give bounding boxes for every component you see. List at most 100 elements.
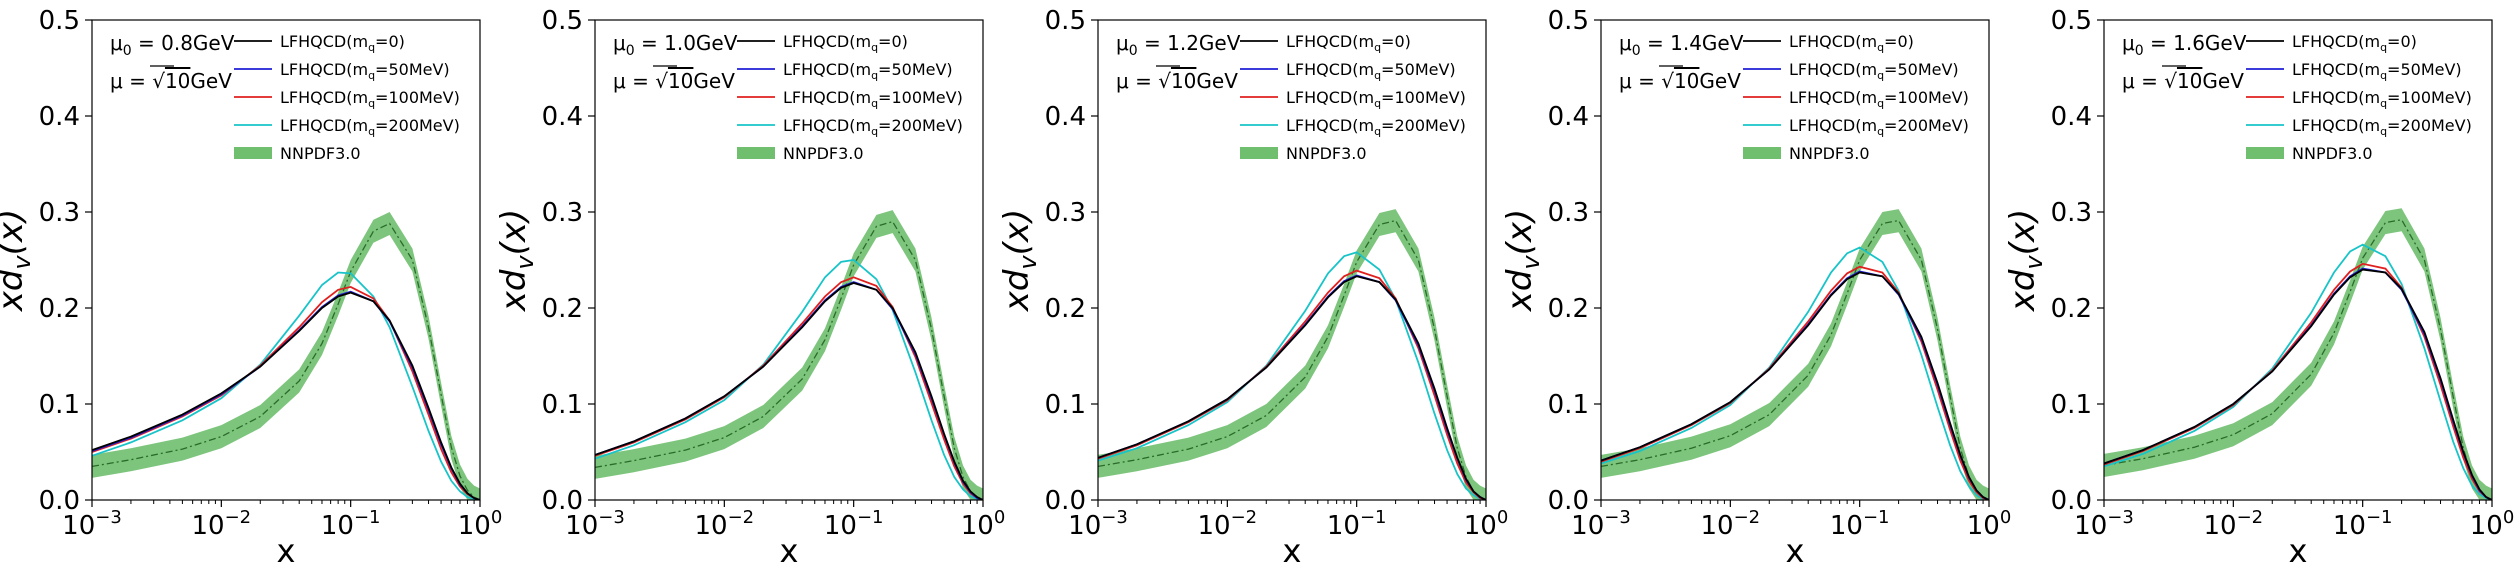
plot-frame bbox=[2103, 19, 2493, 501]
panel-4: 0.0 0.1 0.2 0.3 0.4 0.5 10−3 10−2 10−1 100 x xdv(x)… bbox=[1500, 6, 2011, 570]
y-tick-label: 0.1 bbox=[1045, 390, 1086, 420]
series-line-3 bbox=[92, 271, 480, 500]
x-tick-label: 100 bbox=[961, 507, 1006, 541]
x-tick-label: 10−3 bbox=[1068, 507, 1128, 541]
nnpdf-central-line bbox=[595, 220, 983, 500]
panel-1: 0.0 0.1 0.2 0.3 0.4 0.5 10−3 10−2 10−1 100 x xdv(x)… bbox=[0, 6, 502, 570]
legend-label: NNPDF3.0 bbox=[2292, 144, 2373, 163]
x-tick-label: 10−1 bbox=[1830, 507, 1890, 541]
y-tick-label: 0.5 bbox=[2051, 6, 2092, 36]
y-tick-label: 0.3 bbox=[542, 198, 583, 228]
legend-label: LFHQCD(mq=50MeV) bbox=[783, 60, 953, 82]
y-tick-label: 0.2 bbox=[542, 294, 583, 324]
x-axis-label: x bbox=[1283, 532, 1302, 570]
mu0-annotation: μ0 = 1.0GeV bbox=[613, 31, 738, 59]
legend-swatch-band bbox=[737, 147, 775, 159]
mu0-annotation: μ0 = 1.2GeV bbox=[1116, 31, 1241, 59]
legend-label: LFHQCD(mq=50MeV) bbox=[1789, 60, 1959, 82]
y-tick-label: 0.3 bbox=[2051, 198, 2092, 228]
legend-label: LFHQCD(mq=0) bbox=[1286, 32, 1411, 54]
y-tick-label: 0.5 bbox=[39, 6, 80, 36]
legend-label: LFHQCD(mq=200MeV) bbox=[2292, 116, 2472, 138]
legend-label: LFHQCD(mq=50MeV) bbox=[2292, 60, 2462, 82]
x-tick-label: 10−3 bbox=[62, 507, 122, 541]
y-tick-label: 0.2 bbox=[39, 294, 80, 324]
x-tick-label: 100 bbox=[1967, 507, 2012, 541]
y-tick-label: 0.1 bbox=[2051, 390, 2092, 420]
plot-frame bbox=[1097, 19, 1487, 501]
y-tick-label: 0.5 bbox=[542, 6, 583, 36]
series-line-0 bbox=[1601, 271, 1989, 500]
y-tick-label: 0.2 bbox=[1045, 294, 1086, 324]
y-axis-label: xdv(x) bbox=[1500, 209, 1545, 313]
legend-label: LFHQCD(mq=0) bbox=[1789, 32, 1914, 54]
y-tick-label: 0.2 bbox=[1548, 294, 1589, 324]
series-line-0 bbox=[595, 282, 983, 500]
nnpdf-central-line bbox=[92, 222, 480, 500]
legend-label: NNPDF3.0 bbox=[783, 144, 864, 163]
mu-annotation: μ = √10GeV bbox=[110, 69, 232, 93]
legend-label: LFHQCD(mq=50MeV) bbox=[280, 60, 450, 82]
y-tick-label: 0.3 bbox=[1548, 198, 1589, 228]
legend-label: LFHQCD(mq=200MeV) bbox=[783, 116, 963, 138]
y-tick-label: 0.1 bbox=[1548, 390, 1589, 420]
x-tick-label: 10−3 bbox=[2074, 507, 2134, 541]
x-tick-label: 100 bbox=[458, 507, 503, 541]
legend-label: LFHQCD(mq=50MeV) bbox=[1286, 60, 1456, 82]
y-tick-label: 0.0 bbox=[542, 486, 583, 516]
legend-label: LFHQCD(mq=100MeV) bbox=[280, 88, 460, 110]
legend-label: NNPDF3.0 bbox=[1789, 144, 1870, 163]
y-tick-label: 0.4 bbox=[1548, 102, 1589, 132]
legend-swatch-band bbox=[1240, 147, 1278, 159]
plot-frame bbox=[91, 19, 481, 501]
series-line-3 bbox=[595, 259, 983, 500]
series-line-3 bbox=[2104, 243, 2492, 500]
y-axis-label: xdv(x) bbox=[997, 209, 1042, 313]
legend-label: LFHQCD(mq=200MeV) bbox=[280, 116, 460, 138]
legend-label: NNPDF3.0 bbox=[280, 144, 361, 163]
legend-label: LFHQCD(mq=0) bbox=[783, 32, 908, 54]
nnpdf-band bbox=[1601, 209, 1989, 500]
x-axis-label: x bbox=[2289, 532, 2308, 570]
mu-annotation: μ = √10GeV bbox=[1619, 69, 1741, 93]
mu-annotation: μ = √10GeV bbox=[2122, 69, 2244, 93]
x-tick-label: 10−1 bbox=[1327, 507, 1387, 541]
nnpdf-band bbox=[595, 210, 983, 500]
x-axis-label: x bbox=[277, 532, 296, 570]
y-tick-label: 0.4 bbox=[1045, 102, 1086, 132]
y-axis-label: xdv(x) bbox=[494, 209, 539, 313]
y-tick-label: 0.1 bbox=[542, 390, 583, 420]
legend-label: LFHQCD(mq=100MeV) bbox=[783, 88, 963, 110]
x-tick-label: 100 bbox=[2470, 507, 2515, 541]
y-tick-label: 0.0 bbox=[1548, 486, 1589, 516]
legend-swatch-band bbox=[1743, 147, 1781, 159]
series-line-0 bbox=[92, 291, 480, 500]
nnpdf-band bbox=[2104, 208, 2492, 500]
legend-label: LFHQCD(mq=100MeV) bbox=[1789, 88, 1969, 110]
x-tick-label: 10−3 bbox=[565, 507, 625, 541]
y-axis-label: xdv(x) bbox=[0, 209, 36, 313]
x-axis-label: x bbox=[1786, 532, 1805, 570]
y-tick-label: 0.0 bbox=[2051, 486, 2092, 516]
y-tick-label: 0.3 bbox=[39, 198, 80, 228]
legend-label: LFHQCD(mq=100MeV) bbox=[2292, 88, 2472, 110]
legend-swatch-band bbox=[2246, 147, 2284, 159]
legend-swatch-band bbox=[234, 147, 272, 159]
x-tick-label: 10−2 bbox=[1198, 507, 1258, 541]
mu-annotation: μ = √10GeV bbox=[613, 69, 735, 93]
panel-5: 0.0 0.1 0.2 0.3 0.4 0.5 10−3 10−2 10−1 100 x xdv(x)… bbox=[2003, 6, 2514, 570]
y-tick-label: 0.0 bbox=[39, 486, 80, 516]
series-line-0 bbox=[2104, 268, 2492, 500]
y-tick-label: 0.0 bbox=[1045, 486, 1086, 516]
nnpdf-band bbox=[92, 212, 480, 500]
mu0-annotation: μ0 = 1.4GeV bbox=[1619, 31, 1744, 59]
panel-2: 0.0 0.1 0.2 0.3 0.4 0.5 10−3 10−2 10−1 100 x xdv(x)… bbox=[494, 6, 1005, 570]
y-tick-label: 0.4 bbox=[39, 102, 80, 132]
series-line-3 bbox=[1601, 246, 1989, 500]
y-tick-label: 0.5 bbox=[1045, 6, 1086, 36]
series-line-3 bbox=[1098, 251, 1486, 500]
x-tick-label: 10−2 bbox=[2204, 507, 2264, 541]
x-tick-label: 10−3 bbox=[1571, 507, 1631, 541]
x-tick-label: 10−1 bbox=[824, 507, 884, 541]
